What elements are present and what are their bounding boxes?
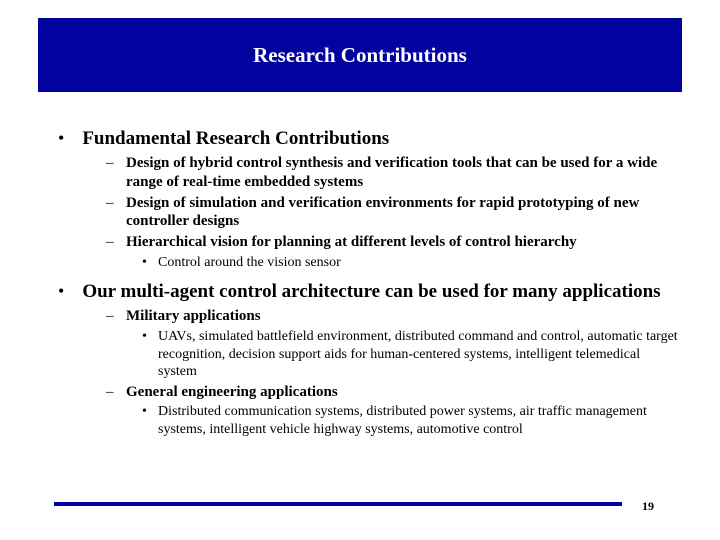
- dash-icon: –: [106, 384, 116, 401]
- bullet-dot-icon: •: [142, 329, 150, 345]
- dash-icon: –: [106, 195, 116, 212]
- sub-list-item: • UAVs, simulated battlefield environmen…: [142, 328, 682, 381]
- sub-list-item-label: UAVs, simulated battlefield environment,…: [158, 328, 682, 381]
- sub-list-item: • Control around the vision sensor: [142, 254, 682, 272]
- section-heading: Fundamental Research Contributions: [82, 128, 389, 150]
- footer-divider: [54, 502, 622, 506]
- slide-title: Research Contributions: [253, 43, 467, 68]
- sub-list-item-label: Distributed communication systems, distr…: [158, 403, 682, 438]
- list-item-label: Hierarchical vision for planning at diff…: [126, 233, 577, 252]
- dash-icon: –: [106, 155, 116, 172]
- section-heading: Our multi-agent control architecture can…: [82, 281, 660, 303]
- bullet-dot-icon: •: [142, 404, 150, 420]
- list-item-label: Design of hybrid control synthesis and v…: [126, 154, 682, 192]
- list-item: – Design of hybrid control synthesis and…: [106, 154, 682, 192]
- list-item-label: Design of simulation and verification en…: [126, 194, 682, 232]
- dash-icon: –: [106, 308, 116, 325]
- page-number: 19: [642, 499, 654, 514]
- list-item: – General engineering applications: [106, 383, 682, 402]
- bullet-dot-icon: •: [58, 282, 64, 300]
- title-band: Research Contributions: [38, 18, 682, 92]
- list-item: – Military applications: [106, 307, 682, 326]
- list-item: – Design of simulation and verification …: [106, 194, 682, 232]
- slide-content: • Fundamental Research Contributions – D…: [58, 120, 682, 438]
- dash-icon: –: [106, 234, 116, 251]
- sub-list-item-label: Control around the vision sensor: [158, 254, 341, 272]
- section-1: • Fundamental Research Contributions: [58, 128, 682, 150]
- sub-list-item: • Distributed communication systems, dis…: [142, 403, 682, 438]
- list-item-label: Military applications: [126, 307, 261, 326]
- bullet-dot-icon: •: [58, 129, 64, 147]
- list-item-label: General engineering applications: [126, 383, 338, 402]
- section-2: • Our multi-agent control architecture c…: [58, 281, 682, 303]
- bullet-dot-icon: •: [142, 255, 150, 271]
- list-item: – Hierarchical vision for planning at di…: [106, 233, 682, 252]
